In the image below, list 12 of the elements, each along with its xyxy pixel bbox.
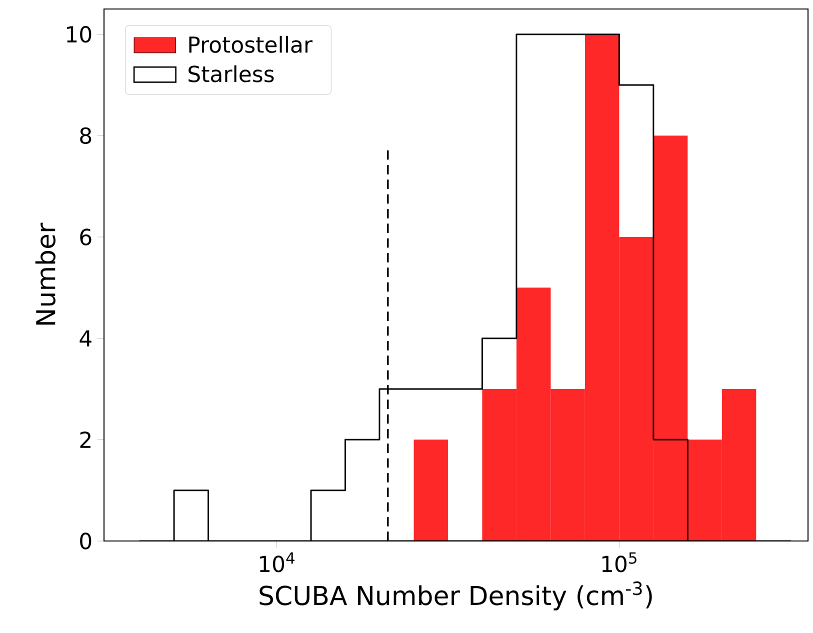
y-tick-label: 8 xyxy=(80,127,92,144)
x-tick-label: 10$^{5}$ xyxy=(602,552,636,572)
y-tick-label: 2 xyxy=(80,432,90,448)
legend-label: Protostellar xyxy=(189,36,313,53)
y-axis-title: Number xyxy=(35,222,56,325)
x-axis-title: SCUBA Number Density (cm$^{-3}$) xyxy=(260,581,652,610)
y-tick-label: 0 xyxy=(80,532,92,550)
y-tick-label: 10 xyxy=(67,26,92,43)
y-tick-label: 4 xyxy=(80,330,92,346)
y-tick-label: 6 xyxy=(80,228,92,246)
legend-label: Starless xyxy=(188,65,274,82)
x-tick-label: 10$^{4}$ xyxy=(260,552,294,572)
